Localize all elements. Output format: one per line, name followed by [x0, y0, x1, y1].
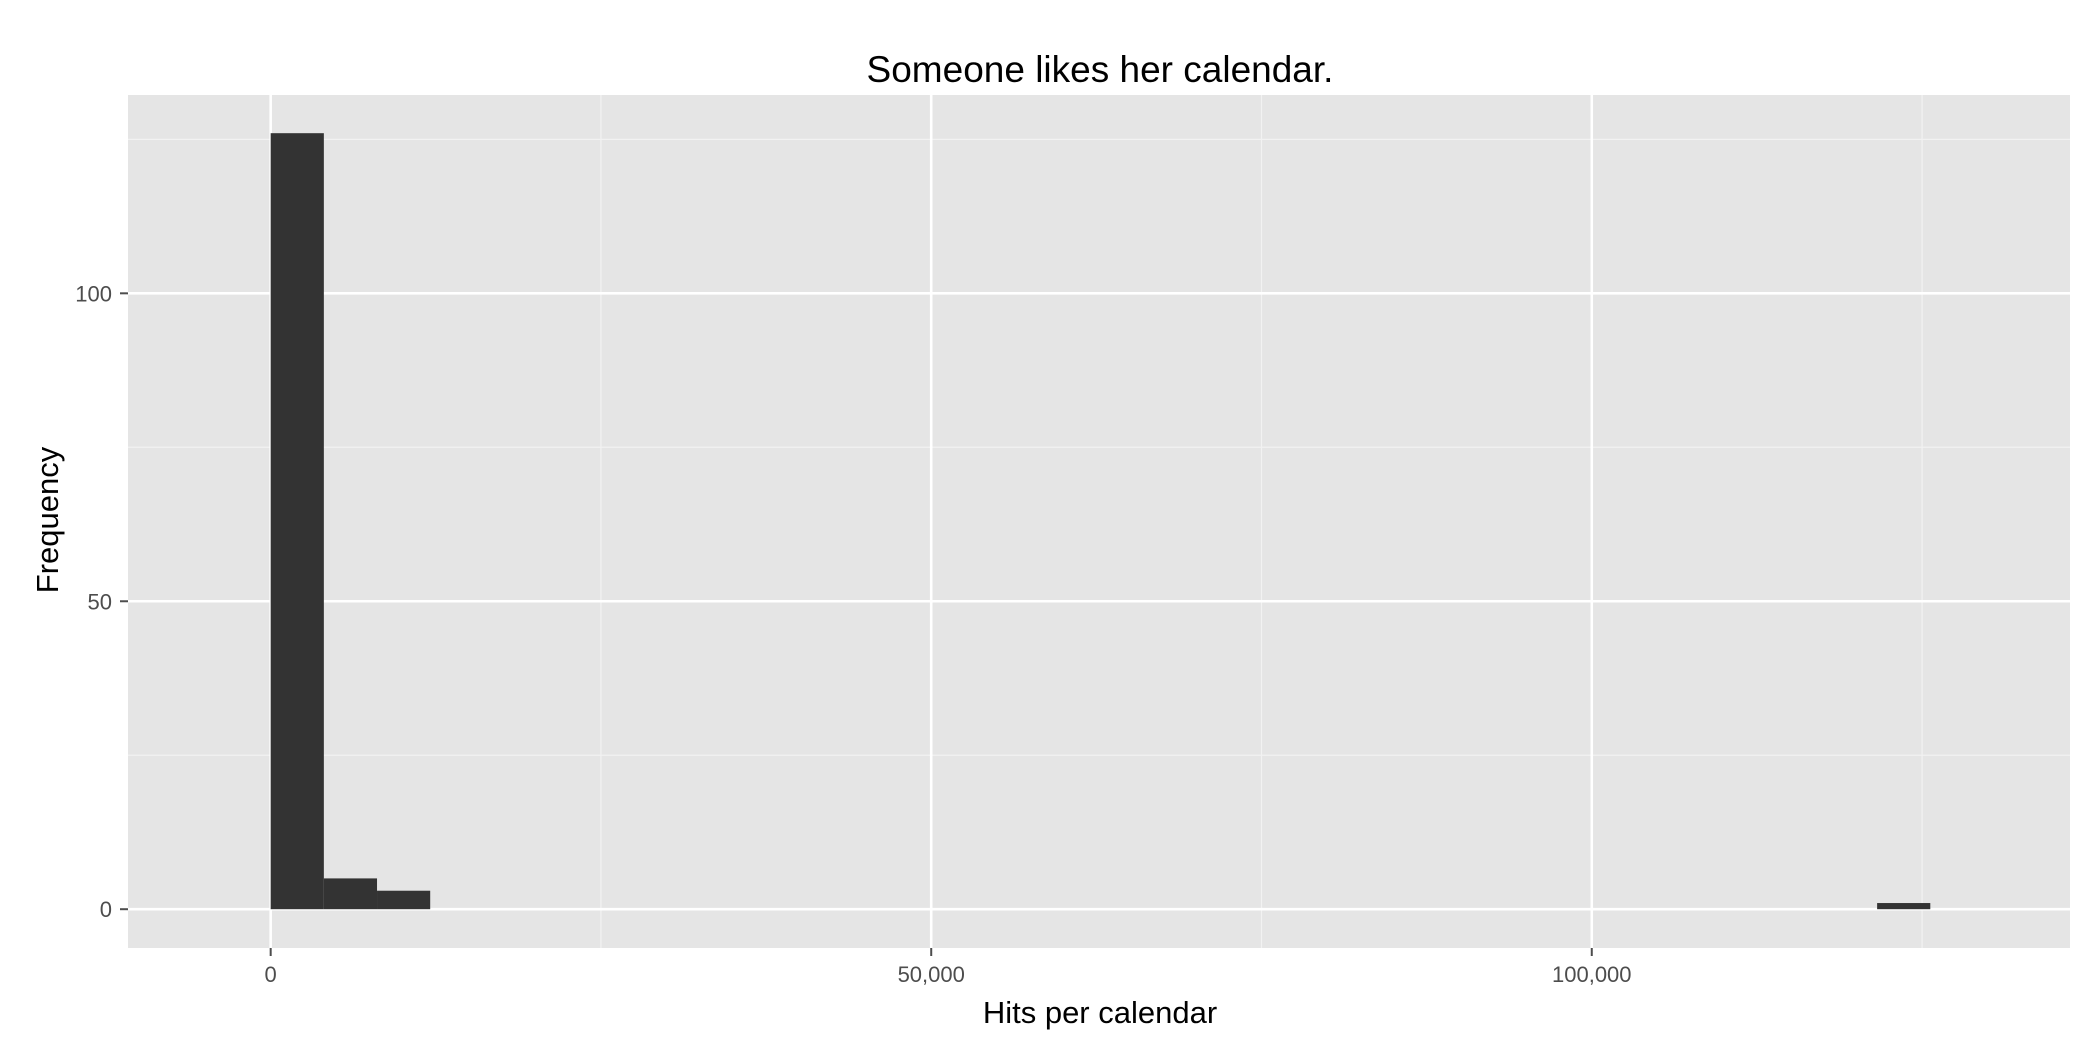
y-axis-title: Frequency	[30, 446, 65, 593]
y-tick-label: 0	[100, 897, 112, 922]
x-tick-label: 0	[265, 962, 277, 987]
plot-panel	[128, 95, 2070, 948]
y-tick-label: 100	[75, 281, 112, 306]
chart-title: Someone likes her calendar.	[867, 49, 1334, 90]
x-tick-label: 50,000	[898, 962, 965, 987]
histogram-bar	[377, 890, 431, 910]
x-axis-title: Hits per calendar	[983, 995, 1217, 1030]
minor-gridlines	[128, 95, 2070, 948]
x-axis: 0 50,000 100,000	[265, 948, 1632, 987]
y-axis: 0 50 100	[75, 281, 128, 922]
x-tick-label: 100,000	[1552, 962, 1632, 987]
y-tick-label: 50	[88, 589, 112, 614]
histogram-bar	[323, 878, 378, 910]
histogram-bar	[270, 133, 324, 910]
histogram-bar	[1877, 903, 1931, 910]
histogram-bars	[270, 133, 1931, 910]
